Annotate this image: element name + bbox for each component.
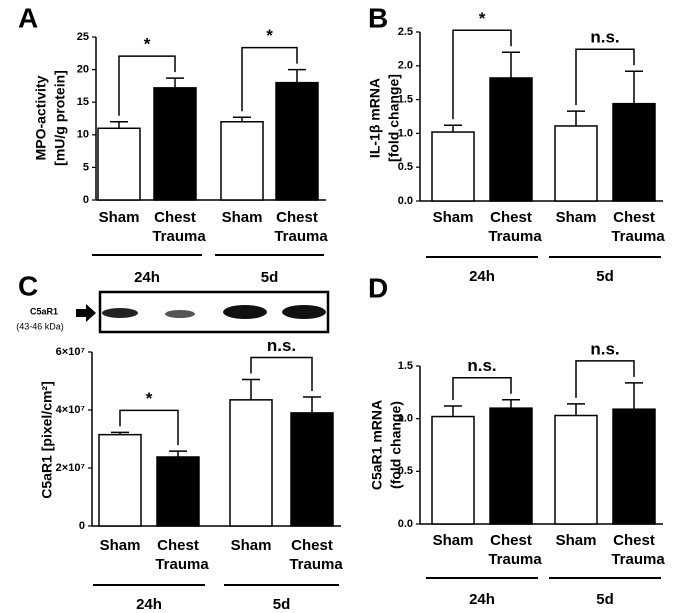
significance-bracket	[241, 46, 298, 112]
significance-bracket	[452, 29, 512, 120]
bar	[97, 127, 141, 201]
x-tick-label: Sham	[99, 209, 140, 226]
y-axis-label: C5aR1 [pixel/cm²]	[39, 381, 55, 498]
bar	[612, 102, 656, 202]
group-label: 24h	[469, 591, 495, 608]
significance-bracket	[118, 55, 176, 116]
y-tick-label: 20	[77, 64, 89, 76]
significance-label: *	[144, 35, 151, 54]
bar	[153, 87, 197, 201]
bar	[156, 456, 200, 527]
x-tick-label: Chest	[276, 209, 318, 226]
y-tick-label: 1.5	[398, 360, 413, 372]
y-tick-label: 10	[77, 129, 89, 141]
y-axis-label: [fold change]	[386, 74, 402, 162]
y-axis-label: C5aR1 mRNA	[369, 400, 385, 490]
significance-bracket	[119, 409, 179, 446]
x-tick-label: Chest	[291, 537, 333, 554]
x-tick-label: Chest	[490, 532, 532, 549]
significance-bracket	[452, 376, 512, 401]
x-tick-label: Trauma	[611, 551, 665, 568]
blot-label: (43-46 kDa)	[16, 321, 64, 331]
y-axis-label: [mU/g protein]	[52, 70, 68, 166]
x-tick-label: Trauma	[611, 228, 665, 245]
bar	[431, 131, 475, 202]
y-tick-label: 0	[83, 194, 89, 206]
significance-label: n.s.	[267, 336, 296, 355]
x-tick-label: Sham	[556, 532, 597, 549]
x-tick-label: Chest	[613, 532, 655, 549]
bar	[98, 433, 142, 527]
y-tick-label: 2.5	[398, 26, 413, 38]
x-tick-label: Chest	[157, 537, 199, 554]
blot	[76, 290, 330, 334]
x-tick-label: Chest	[154, 209, 196, 226]
x-tick-label: Sham	[100, 537, 141, 554]
x-tick-label: Trauma	[289, 556, 343, 573]
x-tick-label: Sham	[433, 209, 474, 226]
y-tick-label: 6×10⁷	[56, 346, 86, 358]
y-tick-label: 25	[77, 31, 89, 43]
bar	[554, 125, 598, 202]
significance-label: *	[266, 26, 273, 45]
y-tick-label: 0.0	[398, 518, 413, 530]
group-label: 5d	[596, 591, 614, 608]
bar	[220, 121, 264, 201]
significance-bracket	[575, 360, 635, 398]
x-tick-label: Trauma	[488, 551, 542, 568]
x-tick-label: Trauma	[152, 228, 206, 245]
significance-bracket	[575, 48, 635, 106]
y-tick-label: 1.0	[398, 413, 413, 425]
group-label: 24h	[134, 269, 160, 286]
y-tick-label: 1.0	[398, 127, 413, 139]
y-tick-label: 0.5	[398, 465, 413, 477]
y-axis-label: MPO-activity	[33, 75, 49, 160]
bar	[489, 407, 533, 525]
bar	[489, 77, 533, 202]
blot-label: C5aR1	[30, 306, 58, 316]
significance-label: n.s.	[467, 356, 496, 375]
x-tick-label: Sham	[231, 537, 272, 554]
group-label: 5d	[261, 269, 279, 286]
y-tick-label: 1.5	[398, 94, 413, 106]
x-tick-label: Trauma	[274, 228, 328, 245]
y-tick-label: 2×10⁷	[56, 462, 86, 474]
y-tick-label: 5	[83, 161, 89, 173]
x-tick-label: Chest	[490, 209, 532, 226]
panel-letter: A	[18, 2, 38, 33]
bar	[275, 81, 319, 201]
x-tick-label: Trauma	[155, 556, 209, 573]
bar	[431, 415, 475, 525]
significance-bracket	[250, 356, 313, 391]
y-tick-label: 15	[77, 96, 89, 108]
x-tick-label: Sham	[222, 209, 263, 226]
x-tick-label: Sham	[556, 209, 597, 226]
group-label: 24h	[469, 268, 495, 285]
y-tick-label: 0	[79, 520, 85, 532]
panel-letter: D	[368, 272, 388, 303]
bar	[290, 412, 334, 527]
y-axis-label: IL-1β mRNA	[367, 78, 383, 158]
group-label: 24h	[136, 596, 162, 613]
x-tick-label: Sham	[433, 532, 474, 549]
group-label: 5d	[273, 596, 291, 613]
y-tick-label: 2.0	[398, 60, 413, 72]
bar	[554, 414, 598, 525]
group-label: 5d	[596, 268, 614, 285]
y-tick-label: 4×10⁷	[56, 404, 86, 416]
y-axis-label: (fold change)	[388, 401, 404, 489]
panel-letter: C	[18, 270, 38, 301]
bar	[612, 408, 656, 525]
x-tick-label: Chest	[613, 209, 655, 226]
bar	[229, 399, 273, 527]
significance-label: n.s.	[590, 339, 619, 358]
y-tick-label: 0.5	[398, 161, 413, 173]
significance-label: *	[146, 389, 153, 408]
significance-label: *	[479, 9, 486, 28]
significance-label: n.s.	[590, 28, 619, 47]
x-tick-label: Trauma	[488, 228, 542, 245]
y-tick-label: 0.0	[398, 195, 413, 207]
panel-letter: B	[368, 2, 388, 33]
